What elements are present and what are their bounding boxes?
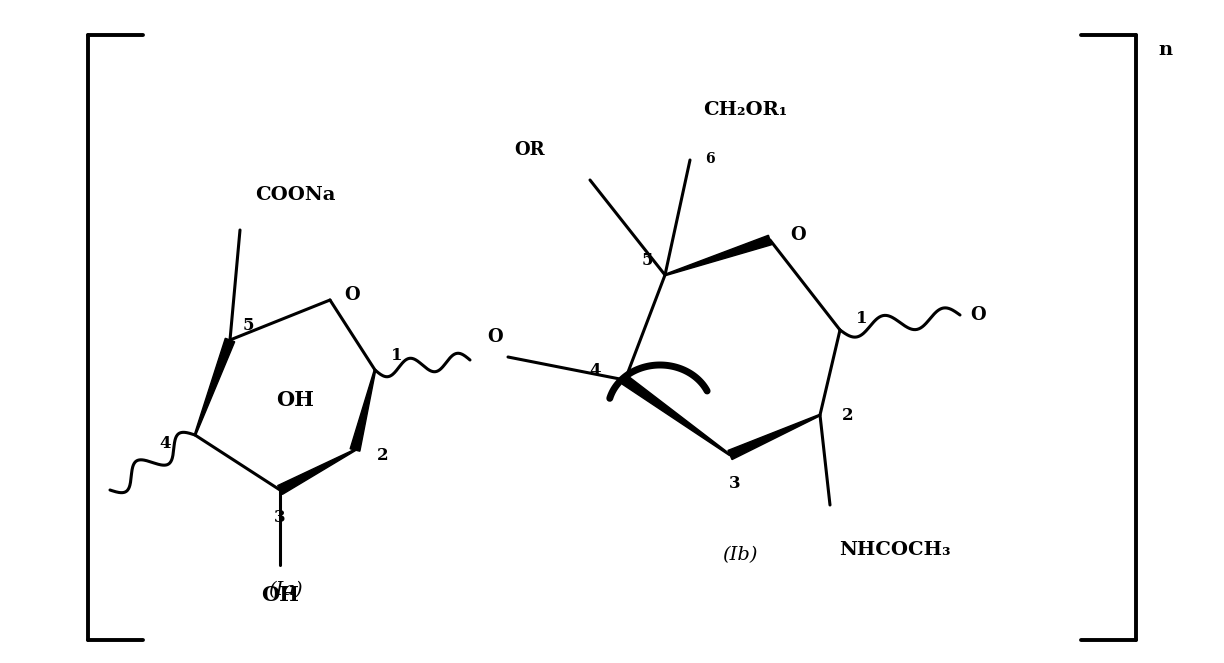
Text: OH: OH [261, 585, 299, 605]
Polygon shape [728, 414, 820, 459]
Text: 1: 1 [392, 347, 403, 363]
Polygon shape [622, 376, 731, 455]
Text: 5: 5 [641, 251, 652, 269]
Text: O: O [791, 226, 805, 244]
Text: O: O [344, 286, 360, 304]
Text: COONa: COONa [255, 186, 335, 204]
Text: (Ia): (Ia) [268, 581, 302, 599]
Polygon shape [278, 450, 355, 495]
Text: O: O [487, 328, 503, 346]
Text: O: O [971, 306, 985, 324]
Text: (Ib): (Ib) [722, 546, 758, 564]
Text: 6: 6 [705, 152, 715, 166]
Polygon shape [195, 338, 235, 435]
Text: 3: 3 [274, 509, 286, 526]
Text: 5: 5 [242, 316, 253, 333]
Text: NHCOCH₃: NHCOCH₃ [840, 541, 951, 559]
Text: OR: OR [514, 141, 545, 159]
Text: 4: 4 [159, 434, 171, 452]
Text: 1: 1 [857, 310, 868, 326]
Polygon shape [665, 235, 771, 276]
Text: 2: 2 [377, 446, 389, 463]
Text: n: n [1158, 41, 1173, 59]
Polygon shape [350, 370, 376, 452]
Text: OH: OH [275, 390, 315, 410]
Text: 3: 3 [730, 475, 741, 491]
Text: 4: 4 [589, 361, 601, 379]
Text: CH₂OR₁: CH₂OR₁ [703, 101, 787, 119]
Text: 2: 2 [842, 406, 854, 424]
